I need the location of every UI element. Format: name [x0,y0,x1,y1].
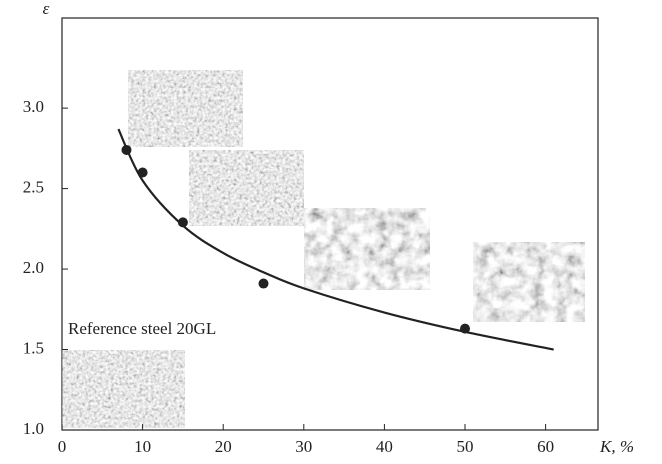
x-tick-label: 0 [58,437,67,456]
data-point [258,278,269,289]
micrograph [188,149,305,227]
micrographs [61,69,586,429]
micrograph [61,349,186,429]
x-tick-label: 60 [537,437,554,456]
data-point [121,144,132,155]
y-axis-label: ε [43,0,50,18]
micrograph [127,69,244,148]
x-tick-label: 20 [215,437,232,456]
x-tick-label: 30 [295,437,312,456]
fit-curve [117,128,554,351]
data-point [137,167,148,178]
y-tick-label: 2.5 [23,178,44,197]
micrograph [472,241,586,323]
x-tick-label: 50 [457,437,474,456]
annotation: Reference steel 20GL [68,319,216,338]
data-point [177,217,188,228]
micrograph [303,207,431,291]
x-axis-label: K, % [599,437,634,456]
y-tick-label: 1.0 [23,419,44,438]
x-tick-label: 10 [134,437,151,456]
x-tick-label: 40 [376,437,393,456]
y-tick-label: 3.0 [23,97,44,116]
data-point [460,323,471,334]
y-tick-label: 2.0 [23,258,44,277]
y-tick-label: 1.5 [23,338,44,357]
plot-frame [61,17,599,431]
